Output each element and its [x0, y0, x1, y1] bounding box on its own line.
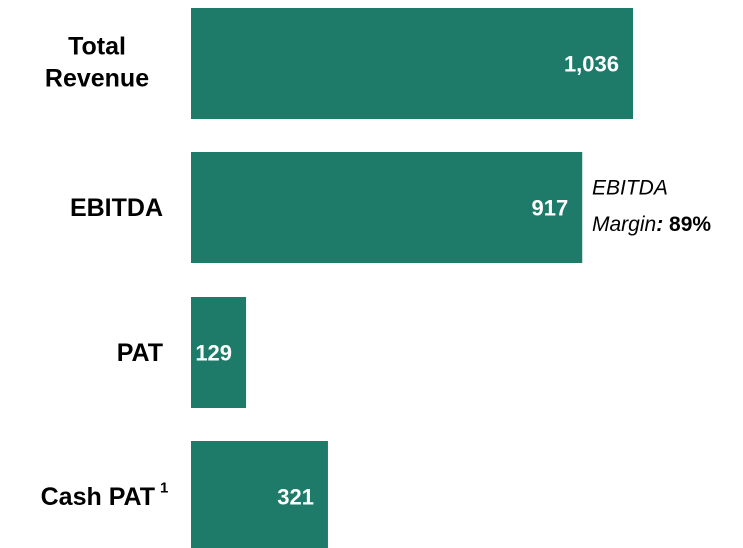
bar: [191, 8, 633, 119]
annotation-line: Margin: 89%: [592, 213, 711, 236]
annotation-label: EBITDA: [592, 177, 668, 200]
value-label: 1,036: [564, 51, 619, 76]
category-label: PAT: [117, 339, 163, 367]
category-label: EBITDA: [70, 194, 163, 222]
category-label: Cash PAT: [41, 483, 155, 511]
category-label-line: Total: [68, 32, 126, 60]
bar: [191, 441, 328, 548]
category-label-line: Revenue: [45, 64, 149, 92]
value-label: 129: [195, 340, 232, 365]
category-label: Total Revenue: [45, 32, 149, 92]
value-label: 917: [532, 195, 569, 220]
footnote-marker: 1: [160, 479, 168, 496]
annotation-value: 89%: [669, 213, 711, 236]
annotation-label-rest: Margin: [592, 213, 656, 236]
bar: [191, 297, 247, 408]
value-label: 321: [277, 484, 314, 509]
bar: [191, 152, 583, 263]
annotation-colon: :: [656, 213, 669, 236]
